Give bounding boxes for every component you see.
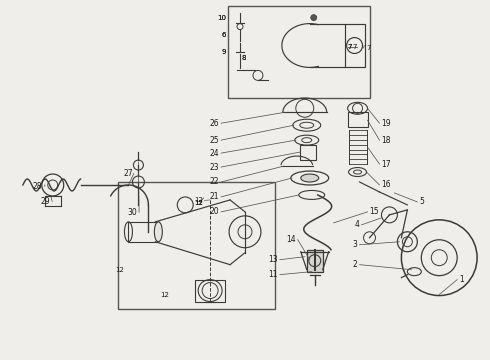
Text: 6: 6 xyxy=(222,32,226,38)
Text: 9: 9 xyxy=(222,49,226,55)
Text: 11: 11 xyxy=(269,270,278,279)
Circle shape xyxy=(311,15,317,21)
Text: 22: 22 xyxy=(210,177,219,186)
Bar xyxy=(307,250,323,272)
Text: 7: 7 xyxy=(352,44,357,50)
Text: 12: 12 xyxy=(115,267,124,273)
Bar xyxy=(128,222,158,242)
Text: 19: 19 xyxy=(382,119,391,128)
Text: 10: 10 xyxy=(218,15,226,21)
Bar xyxy=(344,24,365,67)
Text: 6: 6 xyxy=(222,32,226,38)
Text: 12: 12 xyxy=(195,200,203,206)
Text: 3: 3 xyxy=(353,240,358,249)
Bar xyxy=(119,182,275,310)
Text: 2: 2 xyxy=(353,260,358,269)
Text: 1: 1 xyxy=(459,275,464,284)
Text: 25: 25 xyxy=(210,136,219,145)
Text: 21: 21 xyxy=(210,193,219,202)
Text: 12: 12 xyxy=(160,292,170,298)
Text: 12: 12 xyxy=(195,197,203,203)
Text: 7: 7 xyxy=(366,45,370,51)
Text: 8: 8 xyxy=(242,55,246,61)
Text: 27: 27 xyxy=(123,169,133,178)
Text: 17: 17 xyxy=(382,159,391,168)
Text: 18: 18 xyxy=(382,136,391,145)
Text: 20: 20 xyxy=(210,207,219,216)
Text: 24: 24 xyxy=(210,149,219,158)
Text: 14: 14 xyxy=(286,235,296,244)
Text: 9: 9 xyxy=(222,49,226,55)
Text: 7: 7 xyxy=(347,44,351,50)
Ellipse shape xyxy=(301,174,318,182)
Text: 23: 23 xyxy=(210,163,219,172)
Text: 8: 8 xyxy=(242,55,246,61)
Text: 15: 15 xyxy=(369,207,379,216)
Text: 5: 5 xyxy=(419,197,424,206)
Text: 29: 29 xyxy=(40,197,50,206)
Text: 10: 10 xyxy=(218,15,226,21)
Text: 13: 13 xyxy=(268,255,278,264)
Bar xyxy=(300,145,316,160)
Bar xyxy=(195,280,225,302)
Ellipse shape xyxy=(154,222,162,242)
Text: 26: 26 xyxy=(210,119,219,128)
Text: 7: 7 xyxy=(347,44,351,50)
Text: 30: 30 xyxy=(128,208,138,217)
Bar xyxy=(228,6,369,98)
Text: 28: 28 xyxy=(33,182,43,191)
Text: 4: 4 xyxy=(355,220,360,229)
Text: 12: 12 xyxy=(195,200,203,206)
Bar xyxy=(347,112,368,127)
Text: 16: 16 xyxy=(382,180,391,189)
